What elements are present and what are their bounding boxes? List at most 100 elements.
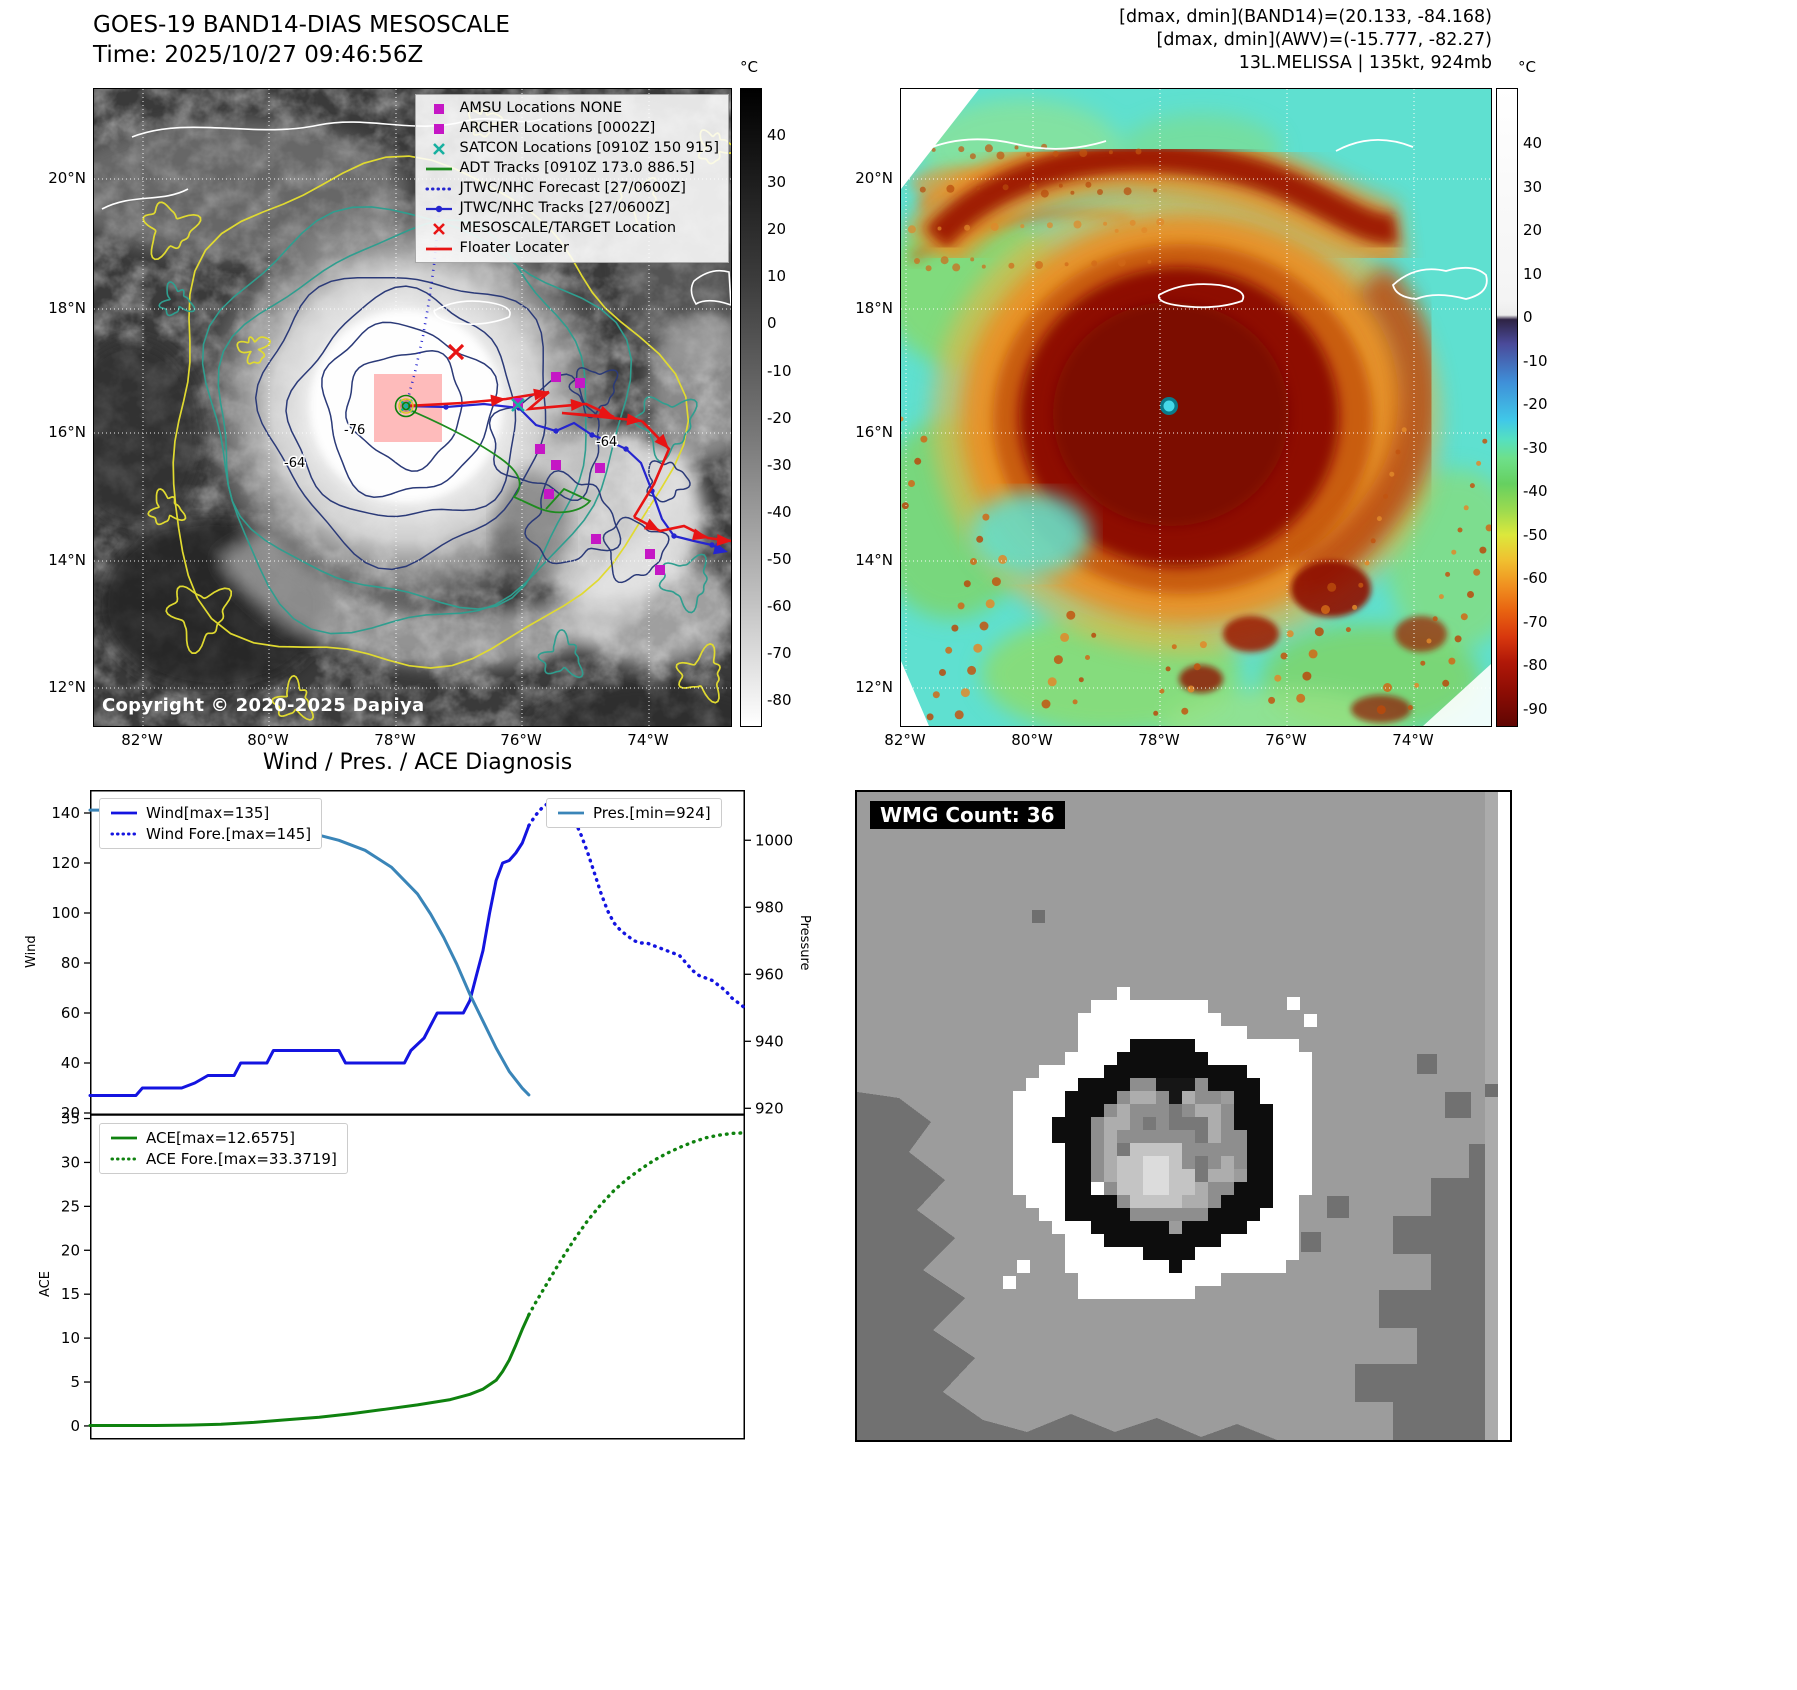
- latitude-tick-label: 14°N: [48, 551, 86, 569]
- svg-text:20: 20: [61, 1241, 80, 1259]
- mesoscale-target-x-icon: [447, 343, 465, 361]
- amsu-archer-markers: [513, 372, 665, 575]
- legend-entry: ARCHER Locations [0002Z]: [425, 119, 719, 138]
- legend-entry: ACE Fore.[max=33.3719]: [110, 1150, 337, 1168]
- svg-text:10: 10: [61, 1329, 80, 1347]
- svg-text:980: 980: [755, 898, 784, 916]
- svg-text:60: 60: [61, 1004, 80, 1022]
- colorbar-tick-label: -20: [1523, 395, 1548, 413]
- colorbar-tick-label: -70: [767, 644, 792, 663]
- awv-eye: [1163, 400, 1175, 412]
- band14-colorbar-unit: °C: [740, 58, 758, 76]
- longitude-tick-label: 76°W: [1265, 731, 1307, 749]
- colorbar-tick-label: -30: [1523, 438, 1548, 457]
- dotted-marker-icon: [110, 1152, 138, 1166]
- colorbar-tick-label: -90: [1523, 699, 1548, 718]
- legend-entry: ACE[max=12.6575]: [110, 1129, 337, 1147]
- colorbar-tick-label: -70: [1523, 612, 1548, 631]
- awv-satellite-image: [901, 89, 1491, 726]
- colorbar-tick-label: -30: [767, 455, 792, 474]
- x-marker-icon: [425, 142, 453, 156]
- dmax-dmin-awv: [dmax, dmin](AWV)=(-15.777, -82.27): [1156, 30, 1492, 50]
- wind-pressure-ace-chart: 20 40 60 80 100 120 140 920 940 960 980 1000 0 5 10 15 2…: [51, 790, 793, 1440]
- wmg-image: [857, 792, 1510, 1440]
- band14-map: -64 -76 -64 AMSU Locations NONE ARCHER Loca…: [93, 88, 732, 727]
- svg-text:120: 120: [51, 854, 80, 872]
- line-marker-icon: [110, 806, 138, 820]
- ace-legend: ACE[max=12.6575] ACE Fore.[max=33.3719]: [99, 1123, 348, 1174]
- latitude-tick-label: 16°N: [48, 423, 86, 441]
- awv-header: [dmax, dmin](BAND14)=(20.133, -84.168) […: [1000, 6, 1492, 75]
- svg-text:80: 80: [61, 954, 80, 972]
- dry-slot: [494, 471, 570, 587]
- colorbar-tick-label: -60: [767, 597, 792, 615]
- dotted-marker-icon: [425, 182, 453, 196]
- svg-text:140: 140: [51, 804, 80, 822]
- svg-text:30: 30: [61, 1153, 80, 1171]
- ace-axis-label: ACE: [38, 1271, 53, 1297]
- colorbar-tick-label: 20: [1523, 221, 1543, 239]
- colorbar-tick-label: -10: [1523, 351, 1548, 370]
- longitude-tick-label: 80°W: [247, 731, 289, 749]
- x-marker-icon: [425, 222, 453, 236]
- copyright-text: Copyright © 2020-2025 Dapiya: [102, 695, 425, 716]
- wmg-count-badge: WMG Count: 36: [870, 801, 1065, 829]
- longitude-tick-label: 82°W: [884, 731, 926, 749]
- band14-time: Time: 2025/10/27 09:46:56Z: [93, 42, 424, 68]
- colorbar-tick-label: -20: [767, 408, 792, 427]
- longitude-tick-label: 78°W: [1138, 731, 1180, 749]
- colorbar-tick-label: -60: [1523, 569, 1548, 587]
- longitude-tick-label: 78°W: [374, 731, 416, 749]
- floater-arrows: [490, 388, 731, 546]
- legend-entry: AMSU Locations NONE: [425, 99, 719, 118]
- coastlines: [915, 138, 1488, 309]
- awv-map: [900, 88, 1492, 727]
- colorbar-tick-label: 30: [767, 173, 787, 192]
- awv-colorbar: [1496, 88, 1518, 727]
- wind-legend: Wind[max=135] Wind Fore.[max=145]: [99, 798, 323, 849]
- legend-entry: Pres.[min=924]: [557, 804, 711, 822]
- svg-text:960: 960: [755, 965, 784, 983]
- latitude-tick-label: 12°N: [855, 678, 893, 696]
- dark-region: [957, 1414, 1277, 1440]
- svg-text:920: 920: [755, 1099, 784, 1117]
- swath-edge: [1423, 664, 1491, 726]
- svg-text:40: 40: [61, 1054, 80, 1072]
- contour-label: -76: [344, 423, 365, 438]
- warm-speckles: [901, 117, 1491, 721]
- white-strip: [1498, 792, 1510, 1440]
- legend-entry: MESOSCALE/TARGET Location: [425, 219, 719, 238]
- swath-edge: [901, 89, 979, 189]
- longitude-tick-label: 80°W: [1011, 731, 1053, 749]
- latitude-tick-label: 18°N: [855, 299, 893, 317]
- svg-text:5: 5: [70, 1373, 80, 1391]
- band14-title: GOES-19 BAND14-DIAS MESOSCALE: [93, 12, 510, 38]
- latitude-tick-label: 16°N: [855, 423, 893, 441]
- contour-label: -64: [284, 456, 305, 471]
- svg-text:20: 20: [61, 1104, 80, 1122]
- storm-id-intensity: 13L.MELISSA | 135kt, 924mb: [1238, 53, 1492, 73]
- hurricane-awv: [906, 128, 1447, 723]
- latitude-tick-label: 18°N: [48, 299, 86, 317]
- colorbar-tick-label: 20: [767, 220, 787, 239]
- latitude-tick-label: 20°N: [855, 169, 893, 187]
- colorbar-tick-label: -40: [767, 502, 792, 521]
- colorbar-tick-label: -10: [767, 361, 792, 380]
- colorbar-tick-label: 0: [767, 314, 777, 333]
- square-marker-icon: [425, 102, 453, 116]
- line-marker-icon: [425, 162, 453, 176]
- longitude-tick-label: 76°W: [500, 731, 542, 749]
- svg-text:1000: 1000: [755, 831, 793, 849]
- colorbar-tick-label: -80: [767, 691, 792, 710]
- longitude-tick-label: 82°W: [121, 731, 163, 749]
- colorbar-tick-label: 40: [767, 126, 787, 144]
- band14-colorbar: [740, 88, 762, 727]
- legend-entry: JTWC/NHC Tracks [27/0600Z]: [425, 199, 719, 218]
- dark-staircase: [1355, 1144, 1510, 1440]
- dmax-dmin-band14: [dmax, dmin](BAND14)=(20.133, -84.168): [1119, 7, 1492, 27]
- colorbar-tick-label: -50: [1523, 525, 1548, 544]
- longitude-tick-label: 74°W: [627, 731, 669, 749]
- swath-edge: [901, 661, 929, 726]
- colorbar-tick-label: -80: [1523, 656, 1548, 674]
